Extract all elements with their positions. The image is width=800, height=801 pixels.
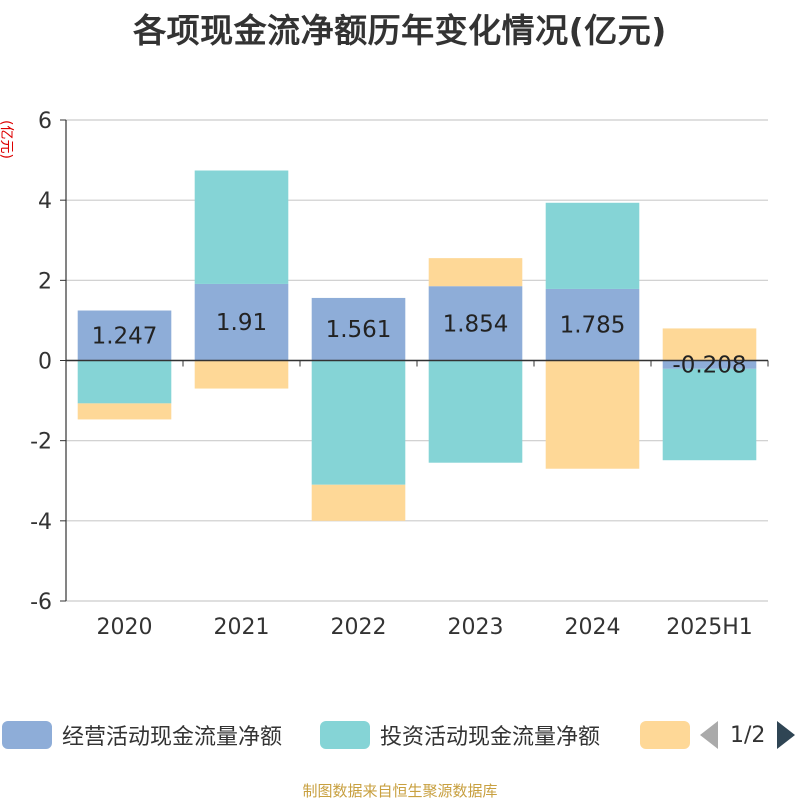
data-label-2023: 1.854 <box>443 311 509 337</box>
chart-title: 各项现金流净额历年变化情况(亿元) <box>133 11 667 50</box>
x-tick-label: 2025H1 <box>666 615 753 640</box>
legend-label-investing: 投资活动现金流量净额 <box>380 725 601 750</box>
cash-flow-chart: -6 -4 -2 0 2 4 6 2020 2021 2022 2023 2024 2025H1 1.2… <box>0 109 769 640</box>
bar-series1-2021[interactable] <box>194 283 289 361</box>
y-tick-label: -2 <box>30 430 52 455</box>
legend-item-investing[interactable]: 投资活动现金流量净额 <box>320 720 600 750</box>
x-tick-label: 2023 <box>448 615 504 640</box>
legend-item-operating[interactable]: 经营活动现金流量净额 <box>2 720 282 750</box>
legend-page-indicator: 1/2 <box>730 722 766 748</box>
bar-series3-2022[interactable] <box>311 484 406 521</box>
data-label-2020: 1.247 <box>92 324 158 350</box>
y-tick-label: -4 <box>30 510 52 535</box>
source-note: 制图数据来自恒生聚源数据库 <box>302 782 498 800</box>
y-tick-label: 2 <box>38 269 52 294</box>
legend-next-icon[interactable] <box>777 721 796 749</box>
x-tick-label: 2024 <box>565 615 621 640</box>
bar-series2-2024[interactable] <box>545 202 640 289</box>
bar-series2-2020[interactable] <box>77 360 172 404</box>
data-label-2025H1: -0.208 <box>672 353 746 379</box>
axis-layer: -6 -4 -2 0 2 4 6 2020 2021 2022 2023 2024 2025H1 <box>30 109 769 640</box>
bar-series2-2022[interactable] <box>311 360 406 485</box>
bar-series3-2025H1[interactable] <box>662 328 757 361</box>
legend-swatch-financing <box>640 721 690 749</box>
bar-series1-2020[interactable] <box>77 310 172 361</box>
legend-swatch-operating <box>2 721 52 749</box>
bar-series1-2024[interactable] <box>545 288 640 361</box>
bar-series2-2025H1[interactable] <box>662 368 757 461</box>
bar-series1-2025H1[interactable] <box>662 360 757 369</box>
bar-series2-2021[interactable] <box>194 170 289 284</box>
x-tick-label: 2021 <box>214 615 270 640</box>
y-tick-label: -6 <box>30 590 52 615</box>
legend-swatch-investing <box>320 721 370 749</box>
bar-series3-2020[interactable] <box>77 403 172 420</box>
data-label-2024: 1.785 <box>560 313 626 339</box>
bars-layer <box>77 170 757 521</box>
data-label-2021: 1.91 <box>216 310 267 336</box>
legend: 经营活动现金流量净额 投资活动现金流量净额 1/2 <box>0 716 800 756</box>
bar-series3-2023[interactable] <box>428 258 523 287</box>
labels-layer: 1.247 1.91 1.561 1.854 1.785 -0.208 <box>92 310 747 378</box>
bar-series1-2023[interactable] <box>428 286 523 361</box>
y-tick-label: 0 <box>38 350 52 375</box>
y-tick-label: 6 <box>38 109 52 134</box>
bar-series3-2024[interactable] <box>545 360 640 469</box>
bar-series1-2022[interactable] <box>311 297 406 361</box>
bar-series3-2021[interactable] <box>194 360 289 389</box>
y-tick-label: 4 <box>38 189 52 214</box>
y-axis-label: (亿元) <box>0 120 14 159</box>
legend-prev-icon[interactable] <box>700 721 718 749</box>
x-tick-label: 2022 <box>331 615 387 640</box>
x-tick-label: 2020 <box>97 615 153 640</box>
legend-item-financing[interactable] <box>640 720 700 750</box>
legend-pager: 1/2 <box>700 720 796 750</box>
legend-label-operating: 经营活动现金流量净额 <box>62 725 283 750</box>
bar-series2-2023[interactable] <box>428 360 523 463</box>
data-label-2022: 1.561 <box>326 317 392 343</box>
